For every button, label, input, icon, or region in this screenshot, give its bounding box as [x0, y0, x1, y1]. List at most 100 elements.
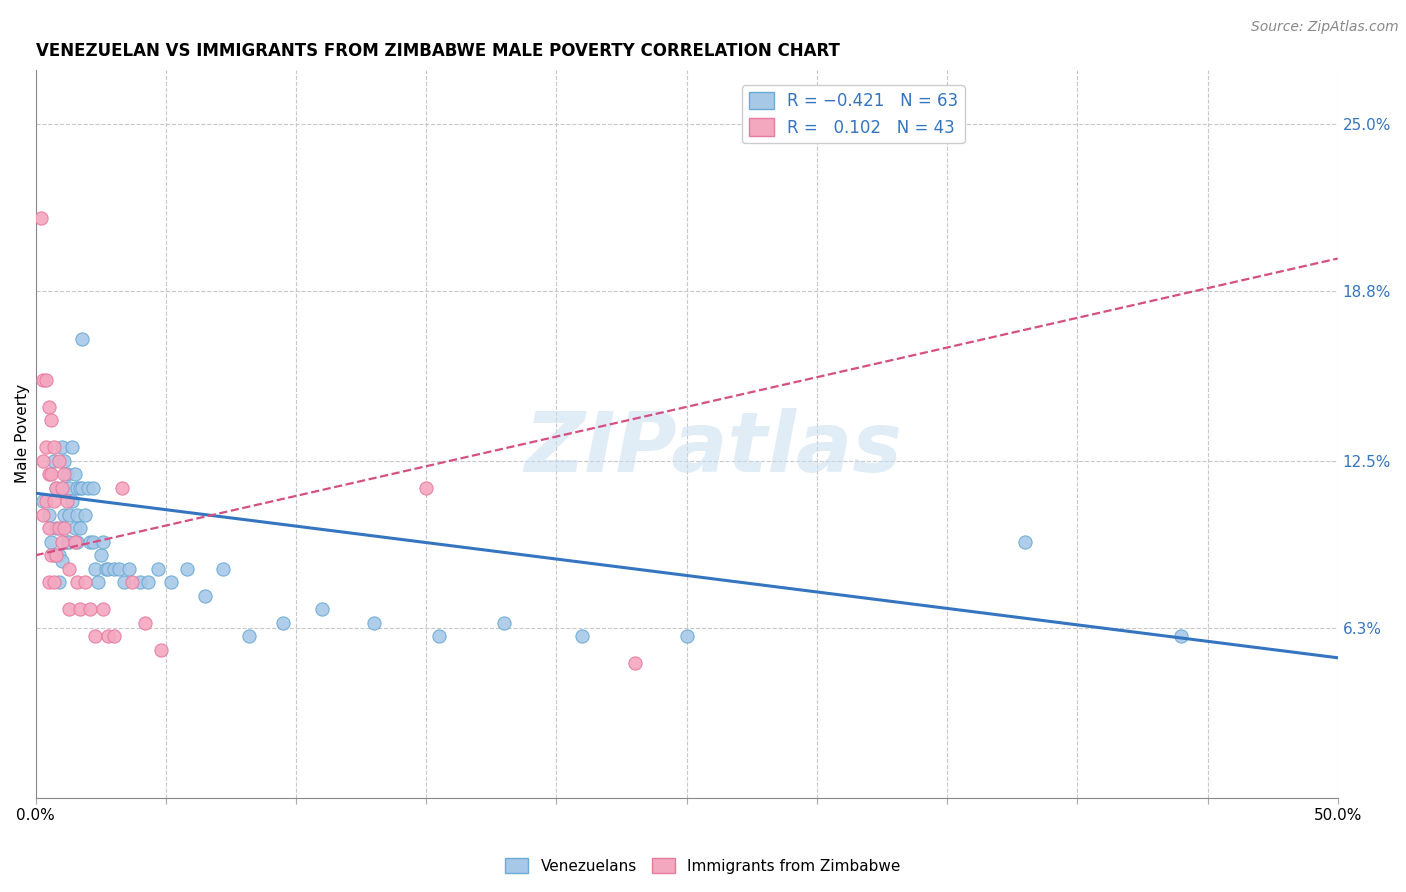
Point: [121, 575, 143, 590]
Point: [53, 508, 76, 522]
Point: [66, 575, 89, 590]
Point: [194, 589, 217, 603]
Point: [48, 575, 70, 590]
Point: [110, 481, 132, 495]
Point: [136, 575, 159, 590]
Point: [45, 481, 67, 495]
Point: [51, 441, 73, 455]
Point: [66, 481, 89, 495]
Point: [35, 373, 58, 387]
Point: [63, 521, 86, 535]
Point: [56, 534, 79, 549]
Point: [53, 467, 76, 482]
Point: [176, 562, 198, 576]
Point: [363, 615, 385, 630]
Point: [87, 575, 110, 590]
Point: [39, 534, 62, 549]
Point: [160, 575, 183, 590]
Point: [58, 508, 80, 522]
Point: [30, 211, 52, 225]
Point: [56, 494, 79, 508]
Point: [60, 494, 83, 508]
Point: [271, 615, 294, 630]
Point: [118, 562, 141, 576]
Point: [51, 521, 73, 535]
Point: [51, 481, 73, 495]
Point: [38, 521, 60, 535]
Point: [311, 602, 333, 616]
Point: [32, 373, 55, 387]
Text: VENEZUELAN VS IMMIGRANTS FROM ZIMBABWE MALE POVERTY CORRELATION CHART: VENEZUELAN VS IMMIGRANTS FROM ZIMBABWE M…: [35, 42, 839, 60]
Point: [91, 602, 114, 616]
Point: [427, 629, 450, 643]
Point: [48, 548, 70, 562]
Point: [58, 481, 80, 495]
Point: [79, 602, 101, 616]
Point: [1014, 534, 1036, 549]
Point: [73, 575, 96, 590]
Point: [42, 494, 65, 508]
Point: [82, 481, 104, 495]
Point: [56, 467, 79, 482]
Point: [103, 562, 125, 576]
Point: [69, 481, 91, 495]
Point: [38, 508, 60, 522]
Point: [84, 629, 107, 643]
Point: [675, 629, 697, 643]
Point: [53, 521, 76, 535]
Point: [58, 602, 80, 616]
Point: [32, 508, 55, 522]
Point: [415, 481, 437, 495]
Point: [39, 548, 62, 562]
Point: [79, 534, 101, 549]
Point: [72, 333, 94, 347]
Point: [53, 454, 76, 468]
Point: [48, 454, 70, 468]
Point: [38, 400, 60, 414]
Point: [39, 413, 62, 427]
Point: [63, 467, 86, 482]
Point: [146, 562, 169, 576]
Y-axis label: Male Poverty: Male Poverty: [15, 384, 30, 483]
Point: [76, 481, 98, 495]
Point: [42, 548, 65, 562]
Point: [494, 615, 516, 630]
Point: [38, 575, 60, 590]
Point: [623, 656, 645, 670]
Point: [35, 441, 58, 455]
Point: [66, 534, 89, 549]
Point: [69, 521, 91, 535]
Point: [45, 521, 67, 535]
Point: [48, 521, 70, 535]
Point: [82, 534, 104, 549]
Point: [97, 629, 120, 643]
Point: [35, 494, 58, 508]
Point: [108, 562, 131, 576]
Point: [66, 508, 89, 522]
Point: [149, 642, 172, 657]
Point: [32, 494, 55, 508]
Point: [91, 534, 114, 549]
Point: [58, 562, 80, 576]
Point: [45, 481, 67, 495]
Point: [38, 467, 60, 482]
Point: [45, 548, 67, 562]
Point: [51, 534, 73, 549]
Text: Source: ZipAtlas.com: Source: ZipAtlas.com: [1251, 20, 1399, 34]
Point: [97, 562, 120, 576]
Point: [90, 548, 112, 562]
Point: [128, 575, 150, 590]
Point: [94, 562, 117, 576]
Text: ZIPatlas: ZIPatlas: [524, 408, 901, 489]
Point: [238, 629, 260, 643]
Point: [112, 575, 135, 590]
Point: [73, 508, 96, 522]
Point: [84, 562, 107, 576]
Point: [39, 467, 62, 482]
Point: [60, 441, 83, 455]
Point: [103, 629, 125, 643]
Point: [42, 454, 65, 468]
Point: [32, 454, 55, 468]
Point: [42, 441, 65, 455]
Point: [58, 534, 80, 549]
